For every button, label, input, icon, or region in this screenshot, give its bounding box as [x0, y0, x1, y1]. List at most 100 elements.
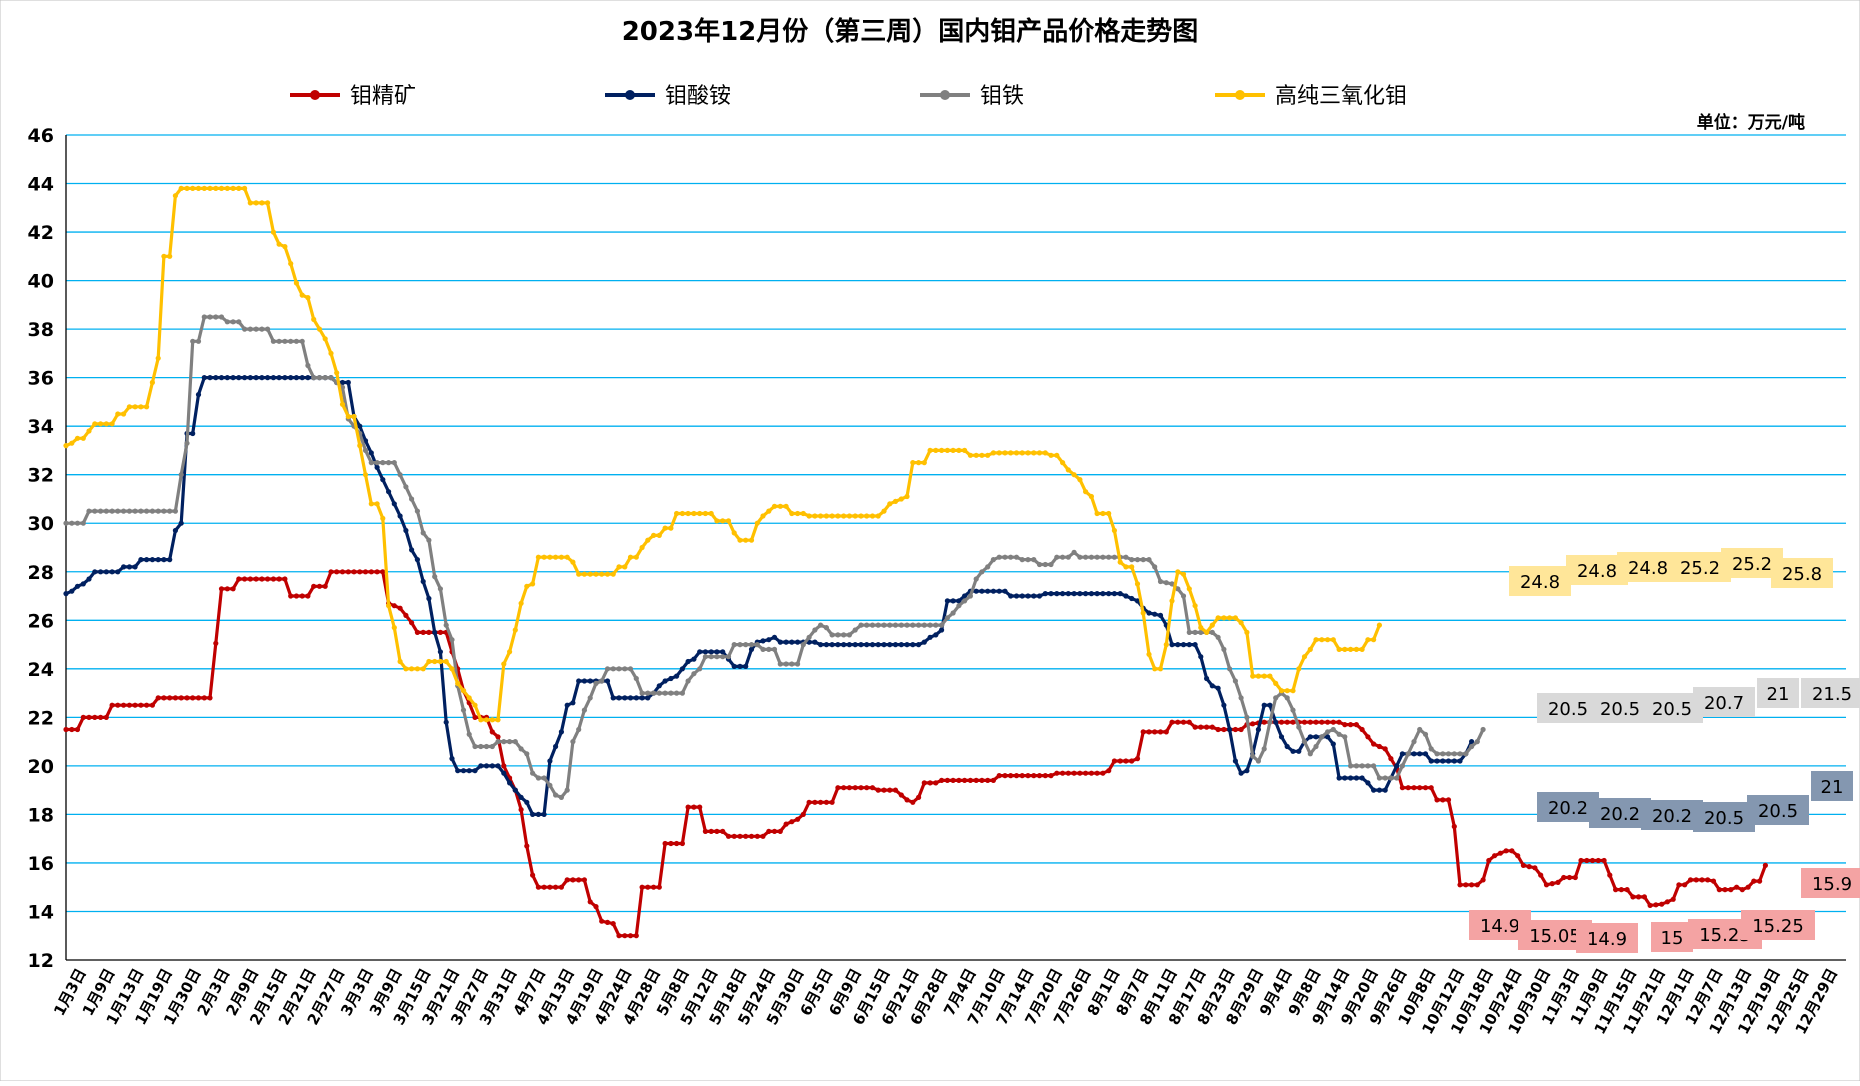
data-label: 20.5 — [1589, 693, 1651, 723]
data-point — [812, 627, 818, 633]
data-point — [501, 770, 507, 776]
data-point — [1204, 724, 1210, 730]
data-point — [195, 695, 202, 701]
data-point — [126, 564, 132, 570]
data-point — [1348, 722, 1354, 728]
data-point — [1209, 629, 1215, 636]
data-point — [570, 877, 576, 883]
data-point — [443, 719, 449, 725]
data-point — [835, 513, 841, 519]
data-label-text: 15.9 — [1812, 874, 1852, 895]
data-point — [1422, 785, 1429, 791]
y-tick-label: 40 — [28, 271, 54, 293]
data-point — [334, 370, 340, 376]
data-point — [391, 501, 397, 507]
data-point — [207, 314, 213, 320]
data-point — [518, 600, 524, 606]
data-point — [1221, 702, 1227, 708]
data-point — [230, 375, 236, 381]
data-point — [570, 739, 576, 745]
legend-item: 钼铁 — [920, 84, 1024, 109]
data-point — [328, 350, 334, 356]
data-point — [1382, 775, 1388, 781]
data-point — [1699, 877, 1705, 883]
data-point — [1192, 724, 1198, 730]
data-point — [368, 450, 374, 456]
data-point — [754, 520, 760, 526]
data-point — [345, 569, 351, 575]
data-point — [892, 622, 899, 628]
data-point — [374, 460, 380, 466]
data-point — [126, 702, 132, 708]
data-point — [1031, 593, 1037, 599]
data-point — [760, 513, 766, 519]
data-point — [1019, 557, 1025, 563]
data-point — [316, 583, 323, 589]
data-point — [783, 503, 789, 509]
data-point — [167, 695, 173, 701]
data-point — [172, 193, 178, 199]
data-point — [1261, 673, 1267, 679]
data-point — [720, 654, 726, 660]
data-point — [1060, 770, 1066, 776]
data-point — [1463, 882, 1469, 888]
data-point — [213, 314, 219, 320]
data-point — [259, 326, 265, 332]
data-point — [720, 649, 726, 655]
data-label: 20.5 — [1641, 693, 1703, 723]
data-point — [409, 547, 415, 553]
data-point — [869, 622, 876, 628]
data-point — [783, 639, 789, 645]
data-point — [956, 777, 962, 784]
data-point — [835, 785, 841, 791]
data-point — [265, 326, 271, 332]
data-point — [115, 411, 121, 417]
data-point — [1071, 591, 1077, 597]
data-point — [633, 675, 639, 682]
chart-title: 2023年12月份（第三周）国内钼产品价格走势图 — [622, 16, 1199, 47]
data-point — [921, 460, 927, 466]
data-point — [1382, 787, 1388, 793]
data-point — [357, 423, 363, 429]
data-point — [282, 576, 288, 582]
legend-label: 高纯三氧化钼 — [1275, 84, 1407, 109]
data-point — [697, 649, 703, 655]
data-point — [553, 792, 559, 798]
data-point — [1157, 578, 1164, 585]
data-point — [973, 452, 979, 458]
data-point — [1371, 763, 1377, 769]
data-label: 21 — [1811, 771, 1853, 801]
data-point — [668, 840, 674, 847]
data-point — [771, 828, 778, 835]
data-labels: 14.9 15.05 14.9 15 15.25 15.25 15.9 20.2 20.2 20.… — [1469, 548, 1860, 953]
data-point — [420, 666, 426, 672]
data-point — [1180, 571, 1187, 577]
data-point — [1163, 642, 1169, 648]
data-point — [1307, 646, 1313, 653]
data-point — [921, 639, 927, 645]
data-point — [553, 884, 559, 890]
data-point — [875, 513, 881, 519]
data-point — [201, 185, 207, 191]
data-point — [213, 640, 219, 646]
data-point — [247, 576, 253, 582]
data-label: 20.5 — [1747, 795, 1809, 825]
data-point — [1348, 775, 1354, 781]
data-point — [1267, 673, 1273, 679]
data-point — [362, 447, 369, 453]
data-point — [841, 785, 847, 791]
data-point — [1572, 874, 1578, 881]
data-point — [604, 666, 611, 672]
data-point — [1204, 629, 1210, 636]
data-point — [904, 493, 910, 500]
data-point — [512, 627, 518, 633]
data-point — [1186, 642, 1192, 648]
data-point — [1192, 603, 1198, 609]
data-point — [708, 510, 714, 517]
data-point — [1371, 741, 1377, 747]
data-point — [1250, 721, 1256, 727]
data-point — [541, 775, 547, 781]
data-point — [1031, 450, 1037, 456]
data-point — [443, 658, 449, 665]
data-point — [1497, 850, 1503, 856]
